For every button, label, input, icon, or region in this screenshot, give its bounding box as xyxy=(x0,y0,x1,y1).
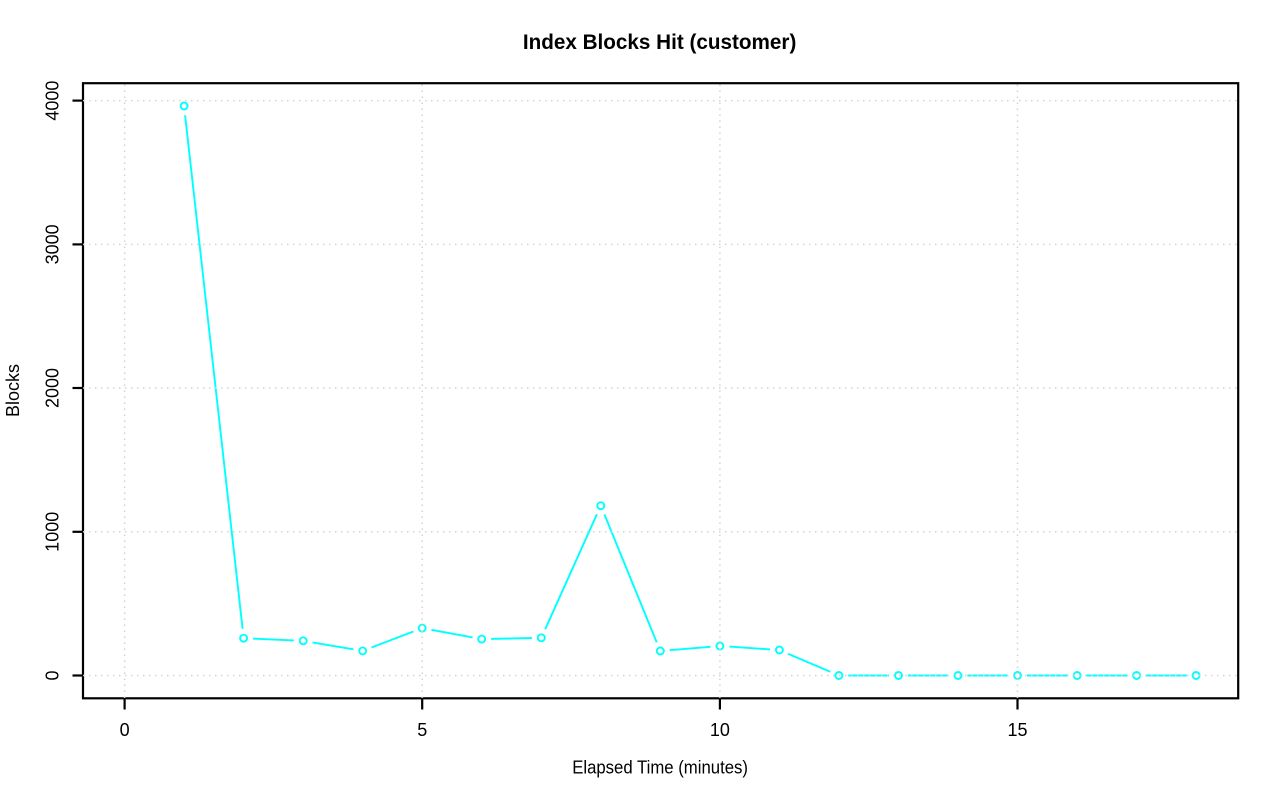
svg-text:4000: 4000 xyxy=(43,81,63,121)
svg-text:Elapsed Time (minutes): Elapsed Time (minutes) xyxy=(572,757,748,777)
svg-text:Index Blocks Hit (customer): Index Blocks Hit (customer) xyxy=(523,29,797,54)
svg-text:0: 0 xyxy=(43,670,63,680)
svg-text:0: 0 xyxy=(120,720,130,740)
svg-text:2000: 2000 xyxy=(43,368,63,408)
svg-text:3000: 3000 xyxy=(43,224,63,264)
svg-text:10: 10 xyxy=(710,720,730,740)
svg-text:Blocks: Blocks xyxy=(3,364,23,417)
svg-text:1000: 1000 xyxy=(43,512,63,552)
svg-text:5: 5 xyxy=(417,720,427,740)
svg-text:15: 15 xyxy=(1007,720,1027,740)
